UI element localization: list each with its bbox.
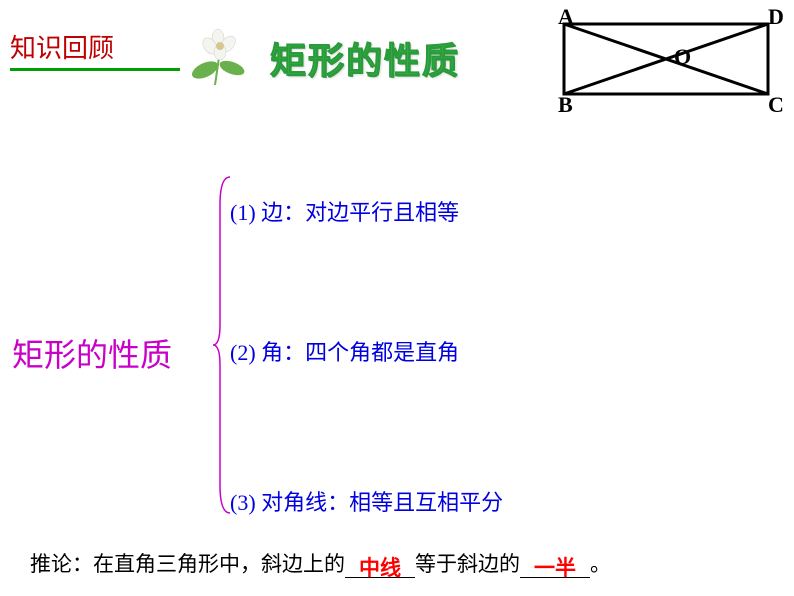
blank-1: 中线 <box>345 554 415 578</box>
main-label: 矩形的性质 <box>12 330 172 376</box>
wordart-title: 矩形的性质 <box>270 32 460 84</box>
knowledge-review-heading: 知识回顾 <box>10 28 114 65</box>
blank-1-fill: 中线 <box>359 556 401 580</box>
rectangle-diagram: A D B C O <box>546 6 786 116</box>
blank-2: 一半 <box>520 554 590 578</box>
property-2: (2) 角：四个角都是直角 <box>230 335 459 367</box>
blank-2-fill: 一半 <box>534 556 576 580</box>
diagram-label-d: D <box>768 4 784 30</box>
deduction-mid: 等于斜边的 <box>415 552 520 576</box>
diagram-label-o: O <box>674 44 691 70</box>
deduction-suffix: 。 <box>590 552 611 576</box>
flower-icon <box>180 20 265 90</box>
property-3: (3) 对角线：相等且互相平分 <box>230 485 503 517</box>
deduction-row: 推论：在直角三角形中，斜边上的中线等于斜边的一半。 <box>30 548 611 578</box>
diagram-label-c: C <box>768 92 784 118</box>
property-1: (1) 边：对边平行且相等 <box>230 195 459 227</box>
curly-bracket <box>212 175 232 515</box>
deduction-prefix: 推论：在直角三角形中，斜边上的 <box>30 552 345 576</box>
diagram-label-b: B <box>558 92 573 118</box>
header-underline <box>10 68 180 71</box>
diagram-label-a: A <box>558 4 574 30</box>
